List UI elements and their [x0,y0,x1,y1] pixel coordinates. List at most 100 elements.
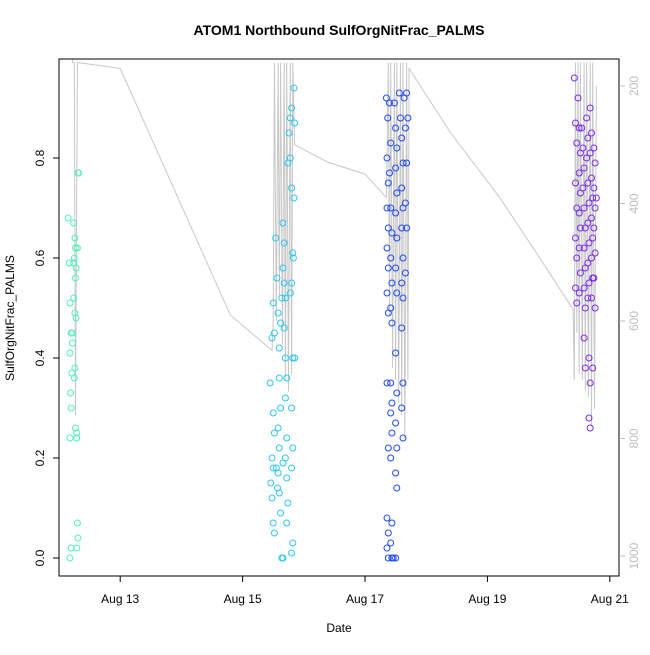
data-point [403,224,411,232]
data-point [384,114,392,122]
y2-tick-label: 800 [627,428,641,448]
data-point [274,424,282,432]
data-point [289,249,297,257]
data-point [573,254,581,262]
data-point [272,234,280,242]
data-point [291,354,299,362]
data-point [387,304,395,312]
data-point [573,139,581,147]
data-point [280,279,288,287]
data-point [286,154,294,162]
data-point [387,379,395,387]
data-point [268,494,276,502]
data-point [277,404,285,412]
data-point [267,479,275,487]
y-axis: 0.0 0.2 0.4 0.6 0.8 [33,149,59,566]
data-point [584,134,592,142]
data-point [575,209,583,217]
data-point [387,454,395,462]
data-point [398,134,406,142]
y-tick-label: 0.0 [33,549,47,566]
data-point [384,444,392,452]
data-point [392,419,400,427]
data-point [392,469,400,477]
data-point [65,259,73,267]
y2-tick-label: 1000 [627,542,641,569]
data-point [395,89,403,97]
data-point [71,234,79,242]
data-point [269,464,277,472]
data-point [588,254,595,262]
data-point [64,214,72,222]
data-point [570,74,578,82]
data-point [73,519,81,527]
data-point [388,429,396,437]
data-point [575,289,583,297]
x-tick-label: Aug 19 [468,592,506,606]
data-point [66,299,74,307]
data-point [588,129,595,137]
data-point [583,154,591,162]
data-point [279,554,287,562]
data-point [399,379,407,387]
data-point [590,144,598,152]
data-point [387,254,395,262]
y2-tick-label: 400 [627,193,641,213]
data-point [281,294,289,302]
data-point [399,159,407,167]
data-point [403,89,411,97]
data-point [383,244,391,252]
data-point [71,364,79,372]
data-point [384,554,392,562]
data-point [393,389,401,397]
data-point [70,294,78,302]
data-point [283,434,291,442]
data-point [290,84,298,92]
data-point [591,249,599,257]
data-point [398,224,406,232]
data-point [393,484,401,492]
y2-tick-label: 600 [627,311,641,331]
data-point [580,284,588,292]
data-point [383,514,391,522]
data-point [392,349,400,357]
x-tick-label: Aug 17 [346,592,384,606]
data-point [393,289,401,297]
data-point [398,324,406,332]
data-point [585,414,593,422]
data-point [572,179,579,187]
data-point [589,364,597,372]
data-point [576,269,584,277]
data-point [269,519,277,527]
data-point [585,199,593,207]
data-point [283,519,291,527]
data-point [288,404,296,412]
data-point [279,219,287,227]
data-point [398,404,406,412]
y2-tick-label: 200 [627,76,641,96]
data-point [397,114,404,122]
y-tick-label: 0.8 [33,149,47,166]
y-tick-label: 0.4 [33,349,47,366]
data-point [591,204,599,212]
y-tick-label: 0.6 [33,249,47,266]
data-point [578,124,586,132]
data-point [583,114,591,122]
data-point [384,224,392,232]
data-point [72,314,80,322]
data-point [388,229,396,237]
data-point [392,124,400,132]
data-point [275,444,283,452]
data-point [588,294,595,302]
data-point [67,544,75,552]
data-point [288,104,296,112]
data-point [580,334,588,342]
data-point [585,354,593,362]
data-point [75,169,83,177]
data-point [269,409,277,417]
data-point [269,299,277,307]
x-tick-label: Aug 15 [224,592,262,606]
data-point [575,169,583,177]
chart-title: ATOM1 Northbound SulfOrgNitFrac_PALMS [194,22,485,38]
data-point [270,329,278,337]
